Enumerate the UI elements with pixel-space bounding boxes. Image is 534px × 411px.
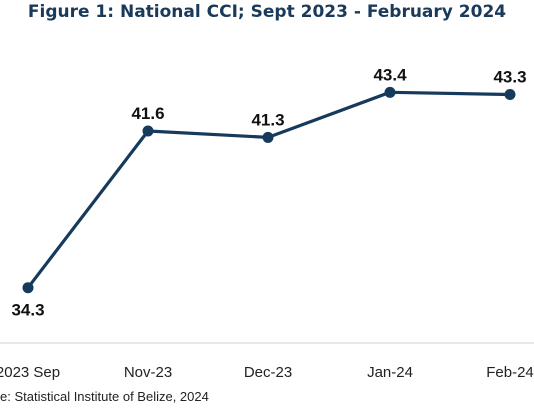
- x-tick-label-1: Nov-23: [124, 364, 172, 381]
- x-tick-labels: 2023 Sep Nov-23 Dec-23 Jan-24 Feb-24: [0, 364, 534, 381]
- x-tick-label-2: Dec-23: [244, 364, 292, 381]
- x-tick-label-4: Feb-24: [486, 364, 534, 381]
- data-point-2: [262, 131, 274, 143]
- data-labels: 34.3 41.6 41.3 43.4 43.3: [11, 65, 526, 319]
- data-label-0: 34.3: [11, 301, 44, 320]
- data-label-3: 43.4: [373, 65, 407, 84]
- x-tick-label-0: 2023 Sep: [0, 364, 60, 381]
- data-point-3: [384, 86, 396, 98]
- data-label-2: 41.3: [251, 110, 284, 129]
- data-point-4: [504, 88, 516, 100]
- chart-title: Figure 1: National CCI; Sept 2023 - Febr…: [27, 2, 507, 22]
- source-note: e: Statistical Institute of Belize, 2024: [0, 389, 209, 404]
- data-label-4: 43.3: [493, 67, 526, 86]
- data-points: [22, 86, 516, 294]
- x-tick-label-3: Jan-24: [367, 364, 413, 381]
- data-point-0: [22, 282, 34, 294]
- data-point-1: [142, 125, 154, 137]
- data-label-1: 41.6: [131, 104, 164, 123]
